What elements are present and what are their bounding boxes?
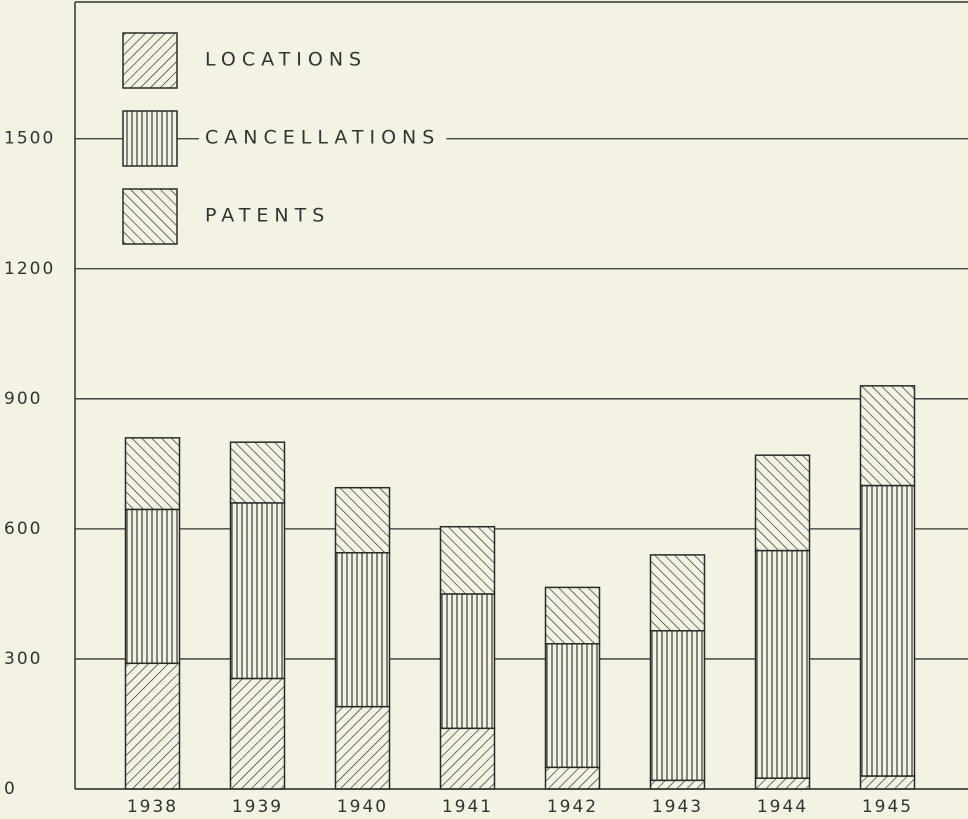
x-tick-label: 1939 <box>232 797 283 817</box>
x-tick-label: 1941 <box>442 797 493 817</box>
y-tick-label: 600 <box>4 519 42 539</box>
bar-segment <box>754 549 811 779</box>
legend-swatch <box>122 188 178 245</box>
y-tick-label: 300 <box>4 649 42 669</box>
legend-text-bg <box>199 122 447 153</box>
y-tick-label: 0 <box>4 779 17 799</box>
bar-segment <box>544 586 601 645</box>
x-tick-label: 1942 <box>547 797 598 817</box>
bar-segment <box>859 484 916 777</box>
legend-label: CANCELLATIONS <box>205 127 440 149</box>
x-tick-label: 1938 <box>127 797 178 817</box>
bar-segment <box>124 662 181 790</box>
bar-segment <box>124 508 181 665</box>
legend-text-bg <box>199 200 337 231</box>
y-tick-label: 1500 <box>4 129 55 149</box>
bar-segment <box>334 486 391 554</box>
bar-segment <box>649 630 706 782</box>
bar-segment <box>229 441 286 504</box>
bar-segment <box>649 554 706 632</box>
bar-segment <box>124 437 181 511</box>
legend-label: PATENTS <box>205 205 330 227</box>
legend-swatch <box>122 110 178 167</box>
y-tick-label: 900 <box>4 389 42 409</box>
bar-segment <box>439 727 496 790</box>
bar-segment <box>859 385 916 487</box>
bar-segment <box>754 454 811 552</box>
bar-segment <box>229 502 286 680</box>
bar-segment <box>334 705 391 790</box>
x-tick-label: 1944 <box>757 797 808 817</box>
legend-label: LOCATIONS <box>205 49 367 71</box>
bar-segment <box>754 777 811 790</box>
legend-swatch <box>122 32 178 89</box>
bar-segment <box>439 593 496 730</box>
bar-segment <box>649 779 706 790</box>
y-tick-label: 1200 <box>4 259 55 279</box>
bar-segment <box>544 643 601 769</box>
bar-segment <box>334 551 391 708</box>
legend-text-bg <box>199 44 374 75</box>
x-tick-label: 1943 <box>652 797 703 817</box>
x-tick-label: 1940 <box>337 797 388 817</box>
x-tick-label: 1945 <box>862 797 913 817</box>
bar-segment <box>229 677 286 790</box>
bar-segment <box>859 775 916 790</box>
bar-segment <box>439 525 496 595</box>
bar-segment <box>544 766 601 790</box>
